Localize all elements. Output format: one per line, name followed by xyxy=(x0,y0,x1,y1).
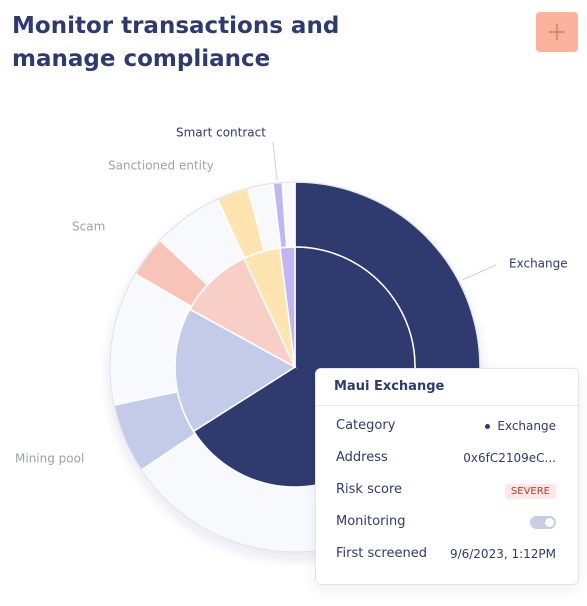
tooltip-row: Category Exchange xyxy=(336,416,556,436)
row-value: SEVERE xyxy=(504,480,556,502)
leader-line xyxy=(461,264,497,281)
leader-line xyxy=(272,141,278,181)
category-label: Scam xyxy=(72,220,105,234)
tooltip-row: Risk score SEVERE xyxy=(336,480,556,500)
value-text: 0x6fC2109eC... xyxy=(463,451,556,465)
tooltip: Maui Exchange Category Exchange Address 0x6… xyxy=(315,368,579,585)
chart-outline xyxy=(109,181,481,553)
inner-segment xyxy=(188,257,297,369)
row-value: 0x6fC2109eC... xyxy=(463,448,556,468)
inner-segment xyxy=(279,246,296,368)
plus-icon xyxy=(549,24,565,40)
inner-segment xyxy=(174,308,297,433)
risk-badge: SEVERE xyxy=(504,484,556,499)
value-text: 9/6/2023, 1:12PM xyxy=(449,547,556,561)
category-label: Smart contract xyxy=(176,126,266,140)
category-label: Exchange xyxy=(509,257,568,271)
category-label: Mining pool xyxy=(15,452,84,466)
add-button[interactable] xyxy=(536,12,578,52)
row-label: First screened xyxy=(336,546,427,561)
row-value: 9/6/2023, 1:12PM xyxy=(450,544,556,564)
monitoring-toggle[interactable] xyxy=(530,516,556,529)
category-dot xyxy=(485,424,491,429)
value-text: Exchange xyxy=(497,419,556,433)
row-label: Address xyxy=(336,450,388,465)
row-label: Monitoring xyxy=(336,514,406,529)
row-label: Category xyxy=(336,418,396,433)
tooltip-row: Monitoring xyxy=(336,512,556,532)
tooltip-row: First screened 9/6/2023, 1:12PM xyxy=(336,544,556,564)
row-value: Exchange xyxy=(485,416,556,436)
category-label: Sanctioned entity xyxy=(108,159,214,173)
tooltip-row: Address 0x6fC2109eC... xyxy=(336,448,556,468)
page-title: Monitor transactions and manage complian… xyxy=(12,13,340,72)
row-label: Risk score xyxy=(336,482,403,497)
tooltip-title: Maui Exchange xyxy=(316,369,578,406)
